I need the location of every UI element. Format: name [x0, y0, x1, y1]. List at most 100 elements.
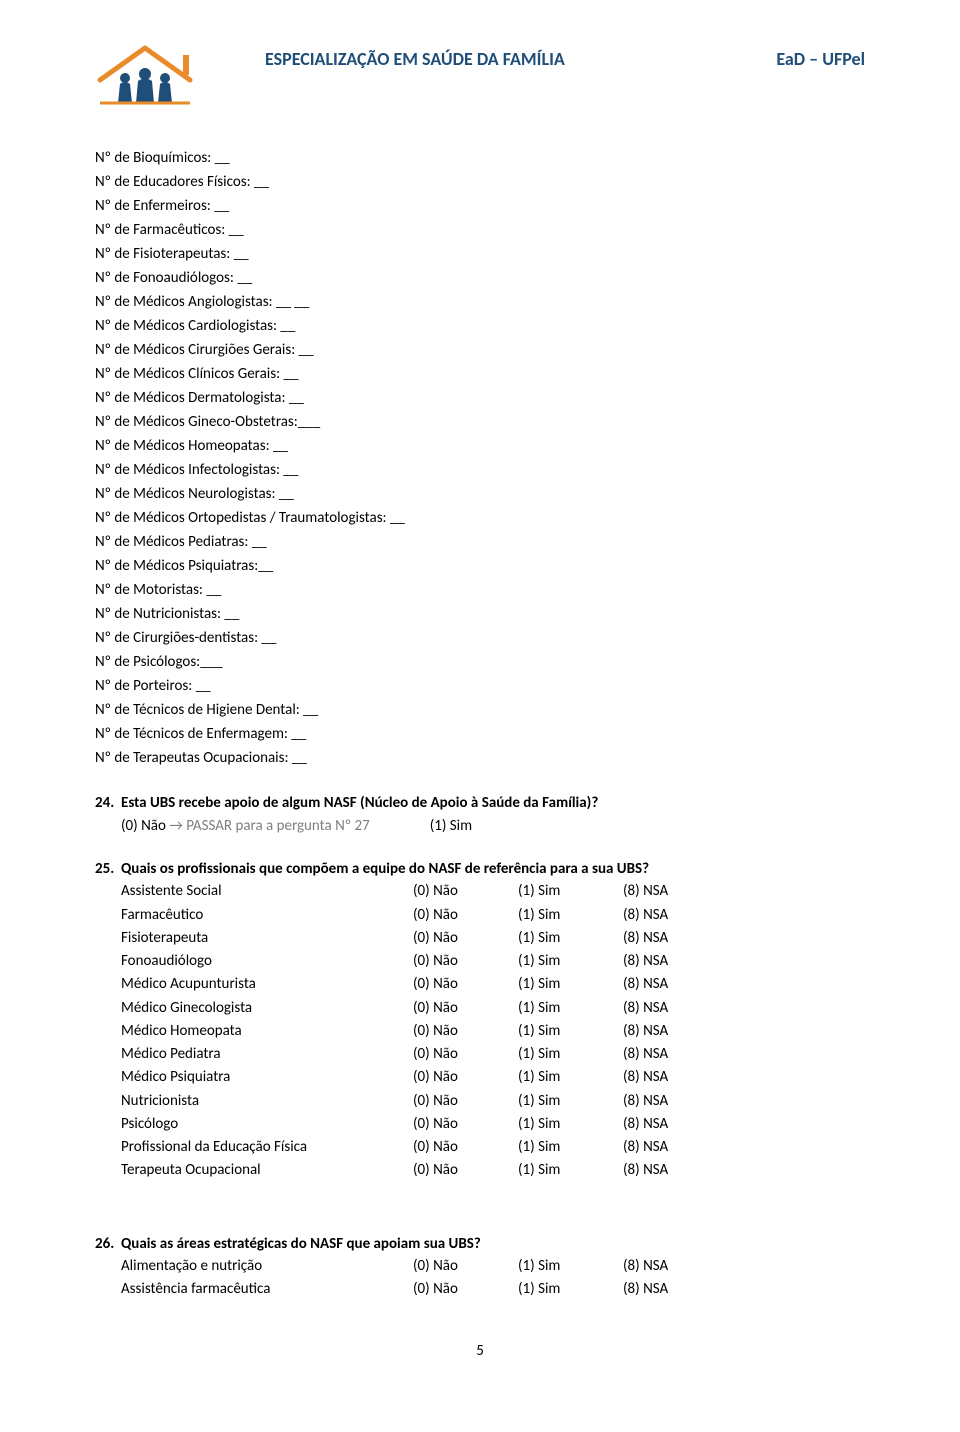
- table-row: Farmacêutico(0) Não(1) Sim(8) NSA: [121, 904, 865, 927]
- row-option-nsa: (8) NSA: [623, 1066, 728, 1089]
- table-row: Médico Psiquiatra(0) Não(1) Sim(8) NSA: [121, 1066, 865, 1089]
- row-option-yes: (1) Sim: [518, 997, 623, 1020]
- row-option-nsa: (8) NSA: [623, 1020, 728, 1043]
- fill-line: Nº de Educadores Físicos: __: [95, 170, 865, 194]
- row-option-yes: (1) Sim: [518, 1113, 623, 1136]
- q26-table: Alimentação e nutrição(0) Não(1) Sim(8) …: [121, 1255, 865, 1302]
- document-page: ESPECIALIZAÇÃO EM SAÚDE DA FAMÍLIA EaD –…: [0, 0, 960, 1390]
- row-option-no: (0) Não: [413, 1159, 518, 1182]
- row-label: Farmacêutico: [121, 904, 413, 927]
- table-row: Assistência farmacêutica(0) Não(1) Sim(8…: [121, 1278, 865, 1301]
- table-row: Psicólogo(0) Não(1) Sim(8) NSA: [121, 1113, 865, 1136]
- row-option-nsa: (8) NSA: [623, 973, 728, 996]
- fill-line: Nº de Médicos Angiologistas: __ __: [95, 290, 865, 314]
- table-row: Assistente Social(0) Não(1) Sim(8) NSA: [121, 880, 865, 903]
- fill-line: Nº de Fonoaudiólogos: __: [95, 266, 865, 290]
- fill-line: Nº de Médicos Clínicos Gerais: __: [95, 362, 865, 386]
- table-row: Terapeuta Ocupacional(0) Não(1) Sim(8) N…: [121, 1159, 865, 1182]
- fill-line: Nº de Porteiros: __: [95, 674, 865, 698]
- row-option-nsa: (8) NSA: [623, 950, 728, 973]
- fill-line: Nº de Médicos Dermatologista: __: [95, 386, 865, 410]
- fill-line: Nº de Psicólogos:___: [95, 650, 865, 674]
- row-option-no: (0) Não: [413, 1113, 518, 1136]
- q24-opt-yes: (1) Sim: [430, 817, 472, 835]
- row-label: Médico Ginecologista: [121, 997, 413, 1020]
- fill-line: Nº de Médicos Pediatras: __: [95, 530, 865, 554]
- fill-list: Nº de Bioquímicos: __Nº de Educadores Fí…: [95, 146, 865, 770]
- fill-line: Nº de Médicos Gineco-Obstetras:___: [95, 410, 865, 434]
- row-label: Assistência farmacêutica: [121, 1278, 413, 1301]
- row-option-no: (0) Não: [413, 950, 518, 973]
- row-option-no: (0) Não: [413, 1136, 518, 1159]
- row-option-no: (0) Não: [413, 880, 518, 903]
- question-26: 26.Quais as áreas estratégicas do NASF q…: [95, 1233, 865, 1302]
- row-option-nsa: (8) NSA: [623, 1113, 728, 1136]
- row-label: Nutricionista: [121, 1090, 413, 1113]
- table-row: Alimentação e nutrição(0) Não(1) Sim(8) …: [121, 1255, 865, 1278]
- row-option-yes: (1) Sim: [518, 1020, 623, 1043]
- q25-label: Quais os profissionais que compõem a equ…: [121, 860, 649, 878]
- question-25-text: 25.Quais os profissionais que compõem a …: [95, 858, 865, 881]
- row-option-no: (0) Não: [413, 1278, 518, 1301]
- row-option-no: (0) Não: [413, 1020, 518, 1043]
- row-option-yes: (1) Sim: [518, 1159, 623, 1182]
- row-option-no: (0) Não: [413, 927, 518, 950]
- fill-line: Nº de Enfermeiros: __: [95, 194, 865, 218]
- table-row: Fonoaudiólogo(0) Não(1) Sim(8) NSA: [121, 950, 865, 973]
- q26-num: 26.: [95, 1233, 121, 1256]
- fill-line: Nº de Médicos Ortopedistas / Traumatolog…: [95, 506, 865, 530]
- row-option-yes: (1) Sim: [518, 904, 623, 927]
- q25-table: Assistente Social(0) Não(1) Sim(8) NSAFa…: [121, 880, 865, 1182]
- row-option-yes: (1) Sim: [518, 927, 623, 950]
- fill-line: Nº de Fisioterapeutas: __: [95, 242, 865, 266]
- brand-label: EaD – UFPel: [776, 48, 865, 70]
- question-25: 25.Quais os profissionais que compõem a …: [95, 858, 865, 1183]
- row-option-nsa: (8) NSA: [623, 1136, 728, 1159]
- row-label: Psicólogo: [121, 1113, 413, 1136]
- table-row: Médico Homeopata(0) Não(1) Sim(8) NSA: [121, 1020, 865, 1043]
- fill-line: Nº de Bioquímicos: __: [95, 146, 865, 170]
- row-label: Alimentação e nutrição: [121, 1255, 413, 1278]
- row-option-nsa: (8) NSA: [623, 1278, 728, 1301]
- row-option-no: (0) Não: [413, 1255, 518, 1278]
- row-option-nsa: (8) NSA: [623, 997, 728, 1020]
- question-24-text: 24.Esta UBS recebe apoio de algum NASF (…: [95, 792, 865, 815]
- q25-num: 25.: [95, 858, 121, 881]
- fill-line: Nº de Técnicos de Enfermagem: __: [95, 722, 865, 746]
- row-label: Médico Homeopata: [121, 1020, 413, 1043]
- fill-line: Nº de Nutricionistas: __: [95, 602, 865, 626]
- fill-line: Nº de Médicos Cirurgiões Gerais: __: [95, 338, 865, 362]
- row-option-nsa: (8) NSA: [623, 1090, 728, 1113]
- fill-line: Nº de Farmacêuticos: __: [95, 218, 865, 242]
- q24-skip-text: PASSAR para a pergunta Nº 27: [183, 817, 370, 835]
- row-label: Terapeuta Ocupacional: [121, 1159, 413, 1182]
- row-option-no: (0) Não: [413, 973, 518, 996]
- logo: [95, 40, 195, 110]
- question-26-text: 26.Quais as áreas estratégicas do NASF q…: [95, 1233, 865, 1256]
- row-option-yes: (1) Sim: [518, 1255, 623, 1278]
- q24-label: Esta UBS recebe apoio de algum NASF (Núc…: [121, 794, 598, 812]
- row-option-yes: (1) Sim: [518, 1278, 623, 1301]
- table-row: Fisioterapeuta(0) Não(1) Sim(8) NSA: [121, 927, 865, 950]
- question-24: 24.Esta UBS recebe apoio de algum NASF (…: [95, 792, 865, 838]
- row-option-no: (0) Não: [413, 997, 518, 1020]
- q24-answer: (0) Não → PASSAR para a pergunta Nº 27(1…: [121, 815, 865, 838]
- fill-line: Nº de Técnicos de Higiene Dental: __: [95, 698, 865, 722]
- page-title: ESPECIALIZAÇÃO EM SAÚDE DA FAMÍLIA: [265, 48, 565, 70]
- header-text: ESPECIALIZAÇÃO EM SAÚDE DA FAMÍLIA EaD –…: [195, 40, 865, 70]
- row-option-yes: (1) Sim: [518, 973, 623, 996]
- spacer: [95, 1203, 865, 1233]
- row-option-yes: (1) Sim: [518, 880, 623, 903]
- row-option-no: (0) Não: [413, 1090, 518, 1113]
- row-option-nsa: (8) NSA: [623, 927, 728, 950]
- table-row: Profissional da Educação Física(0) Não(1…: [121, 1136, 865, 1159]
- fill-line: Nº de Médicos Neurologistas: __: [95, 482, 865, 506]
- row-option-nsa: (8) NSA: [623, 880, 728, 903]
- row-option-yes: (1) Sim: [518, 1090, 623, 1113]
- fill-line: Nº de Cirurgiões-dentistas: __: [95, 626, 865, 650]
- fill-line: Nº de Terapeutas Ocupacionais: __: [95, 746, 865, 770]
- row-option-no: (0) Não: [413, 1066, 518, 1089]
- fill-line: Nº de Médicos Cardiologistas: __: [95, 314, 865, 338]
- row-label: Médico Acupunturista: [121, 973, 413, 996]
- q24-num: 24.: [95, 792, 121, 815]
